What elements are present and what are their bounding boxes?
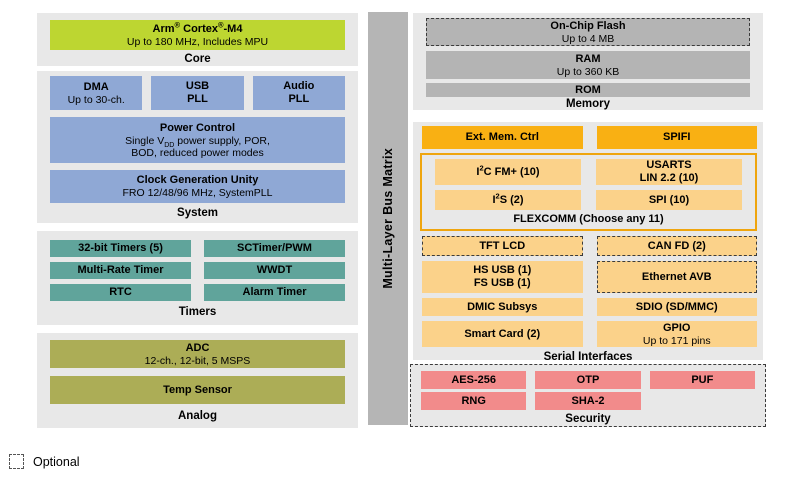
block-spifi: SPIFI — [596, 126, 757, 149]
system-section-label: System — [177, 207, 218, 219]
section-analog: ADC 12-ch., 12-bit, 5 MSPS Temp Sensor A… — [37, 333, 358, 428]
block-cortex-m4: Arm® Cortex®-M4 Up to 180 MHz, Includes … — [50, 20, 345, 50]
section-system: DMA Up to 30-ch. USB PLL Audio PLL Power… — [37, 71, 358, 223]
section-core: Arm® Cortex®-M4 Up to 180 MHz, Includes … — [37, 13, 358, 66]
block-can-fd: CAN FD (2) — [596, 236, 757, 256]
block-sha-2: SHA-2 — [535, 392, 641, 410]
security-section-label: Security — [565, 413, 611, 425]
security-row-1: AES-256 OTP PUF — [421, 371, 755, 389]
block-rng: RNG — [421, 392, 527, 410]
section-security: AES-256 OTP PUF RNG SHA-2 Security — [410, 364, 766, 427]
block-smart-card: Smart Card (2) — [422, 321, 583, 347]
block-rtc: RTC — [50, 284, 191, 301]
block-aes-256: AES-256 — [421, 371, 527, 389]
memory-section-label: Memory — [565, 98, 611, 110]
power-control-line2: BOD, reduced power modes — [131, 146, 264, 159]
serial-row-usb-ethernet: HS USB (1) FS USB (1) Ethernet AVB — [422, 261, 757, 293]
block-clock-generation: Clock Generation Unity FRO 12/48/96 MHz,… — [50, 170, 345, 203]
block-i2s: I2S (2) — [435, 190, 581, 210]
block-usb: HS USB (1) FS USB (1) — [422, 261, 583, 293]
core-section-label: Core — [184, 53, 211, 65]
section-serial-interfaces: Ext. Mem. Ctrl SPIFI I2C FM+ (10) USARTS… — [413, 122, 763, 363]
power-control-line1: Single VDD power supply, POR, — [125, 134, 270, 149]
bus-matrix-label: Multi-Layer Bus Matrix — [381, 148, 395, 289]
optional-swatch-icon — [9, 454, 24, 469]
block-spi: SPI (10) — [596, 190, 742, 210]
timers-row-3: RTC Alarm Timer — [50, 284, 345, 301]
block-sctimer-pwm: SCTimer/PWM — [204, 240, 345, 257]
section-memory: On-Chip Flash Up to 4 MB RAM Up to 360 K… — [413, 13, 763, 110]
timers-row-1: 32-bit Timers (5) SCTimer/PWM — [50, 240, 345, 257]
serial-row-tft-canfd: TFT LCD CAN FD (2) — [422, 236, 757, 256]
block-power-control: Power Control Single VDD power supply, P… — [50, 117, 345, 163]
flexcomm-row-2: I2S (2) SPI (10) — [435, 190, 742, 210]
timers-row-2: Multi-Rate Timer WWDT — [50, 262, 345, 279]
analog-section-label: Analog — [178, 410, 217, 422]
multi-layer-bus-matrix: Multi-Layer Bus Matrix — [368, 12, 408, 425]
cortex-m4-title: Arm® Cortex®-M4 — [152, 20, 243, 35]
legend-optional-label: Optional — [33, 454, 80, 469]
serial-row-smartcard-gpio: Smart Card (2) GPIO Up to 171 pins — [422, 321, 757, 347]
legend-optional: Optional — [9, 454, 80, 469]
block-multi-rate-timer: Multi-Rate Timer — [50, 262, 191, 279]
block-gpio: GPIO Up to 171 pins — [596, 321, 757, 347]
block-sdio: SDIO (SD/MMC) — [596, 298, 757, 316]
block-dma: DMA Up to 30-ch. — [50, 76, 143, 110]
serial-section-label: Serial Interfaces — [543, 351, 633, 363]
block-tft-lcd: TFT LCD — [422, 236, 583, 256]
block-temp-sensor: Temp Sensor — [50, 376, 345, 404]
section-timers: 32-bit Timers (5) SCTimer/PWM Multi-Rate… — [37, 231, 358, 325]
serial-row-extmem-spifi: Ext. Mem. Ctrl SPIFI — [422, 126, 757, 149]
flexcomm-group: I2C FM+ (10) USARTS LIN 2.2 (10) I2S (2)… — [420, 153, 757, 231]
block-ram: RAM Up to 360 KB — [426, 51, 750, 79]
block-wwdt: WWDT — [204, 262, 345, 279]
block-usb-pll: USB PLL — [151, 76, 244, 110]
block-ethernet-avb: Ethernet AVB — [596, 261, 757, 293]
block-otp: OTP — [535, 371, 641, 389]
timers-section-label: Timers — [178, 306, 217, 318]
block-usarts: USARTS LIN 2.2 (10) — [596, 159, 742, 185]
serial-row-dmic-sdio: DMIC Subsys SDIO (SD/MMC) — [422, 298, 757, 316]
block-alarm-timer: Alarm Timer — [204, 284, 345, 301]
block-32bit-timers: 32-bit Timers (5) — [50, 240, 191, 257]
block-puf: PUF — [649, 371, 755, 389]
block-i2c: I2C FM+ (10) — [435, 159, 581, 185]
block-ext-mem-ctrl: Ext. Mem. Ctrl — [422, 126, 583, 149]
block-audio-pll: Audio PLL — [252, 76, 345, 110]
cortex-m4-subtitle: Up to 180 MHz, Includes MPU — [126, 35, 269, 48]
system-top-row: DMA Up to 30-ch. USB PLL Audio PLL — [50, 76, 345, 110]
flexcomm-row-1: I2C FM+ (10) USARTS LIN 2.2 (10) — [435, 159, 742, 185]
block-on-chip-flash: On-Chip Flash Up to 4 MB — [426, 18, 750, 46]
flexcomm-label: FLEXCOMM (Choose any 11) — [513, 213, 664, 225]
block-adc: ADC 12-ch., 12-bit, 5 MSPS — [50, 340, 345, 368]
security-row-2: RNG SHA-2 — [421, 392, 755, 410]
block-rom: ROM — [426, 83, 750, 97]
block-dmic-subsys: DMIC Subsys — [422, 298, 583, 316]
